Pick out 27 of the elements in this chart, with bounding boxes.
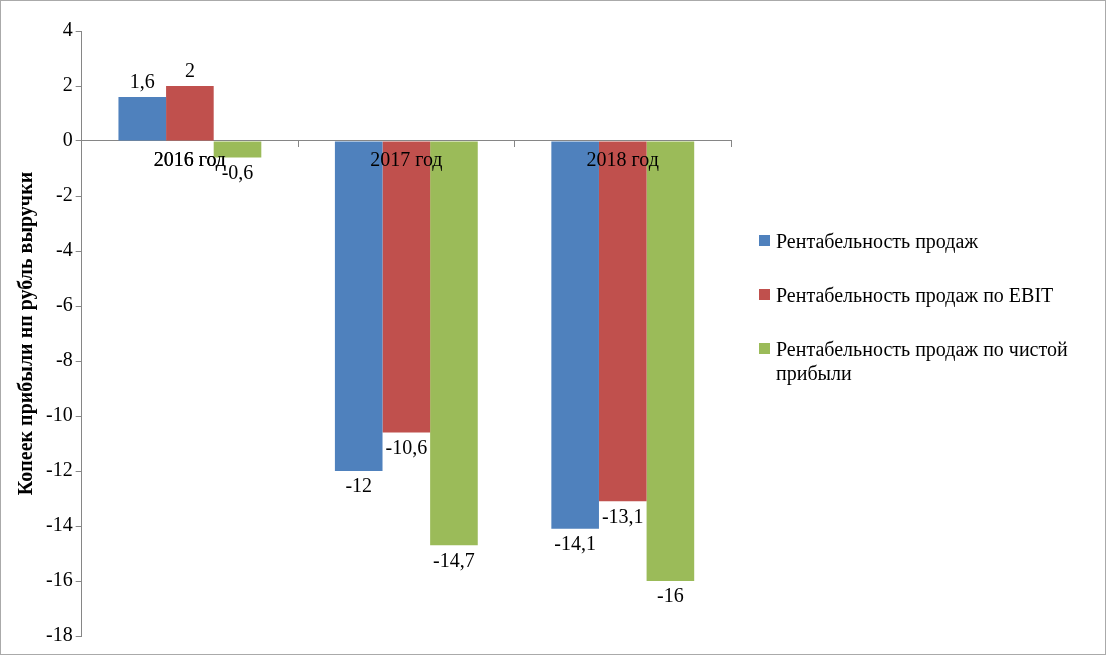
y-tick-label: -14 (45, 513, 73, 536)
y-tick-label: -4 (55, 238, 73, 261)
data-label: -16 (657, 584, 684, 607)
bar (166, 86, 214, 141)
y-tick-label: -6 (55, 293, 73, 316)
data-label: 2 (184, 59, 195, 82)
data-label: 1,6 (129, 70, 155, 93)
data-label: -13,1 (601, 504, 644, 527)
y-tick-label: -16 (45, 568, 73, 591)
y-tick-label: -12 (45, 458, 73, 481)
y-tick-label: 2 (62, 73, 73, 96)
bar (213, 141, 262, 158)
y-tick-label: -10 (45, 403, 73, 426)
data-label: -10,6 (385, 435, 428, 458)
y-axis-title: Копеек прибыли нп рубль выручки (14, 171, 38, 496)
legend-label: Рентабельность продаж по EBIT (776, 283, 1054, 307)
legend-label: Рентабельность продаж (776, 229, 979, 253)
y-tick-label: -2 (55, 183, 73, 206)
y-tick-label: -18 (45, 623, 73, 646)
data-label: -12 (345, 474, 373, 497)
data-label: -14,7 (433, 548, 475, 571)
legend-label: Рентабельность продаж по чистой прибыли (776, 337, 1069, 385)
data-label: -14,1 (554, 532, 596, 554)
bar (118, 97, 167, 141)
y-tick-label: 0 (62, 128, 73, 151)
y-tick-label: 4 (62, 18, 73, 41)
y-tick-label: -8 (55, 348, 73, 371)
